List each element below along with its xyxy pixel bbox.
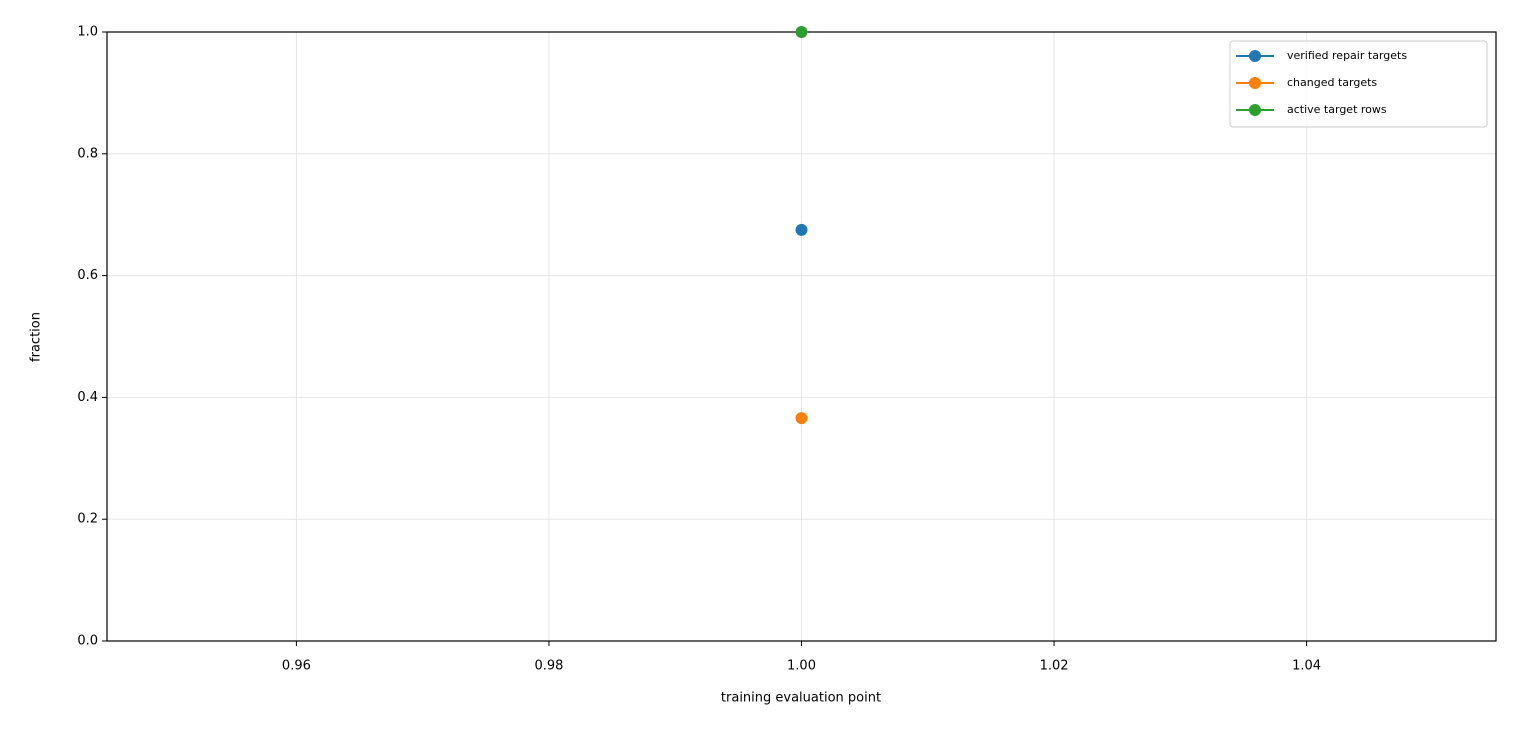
x-tick-label: 0.96 <box>282 659 311 674</box>
y-tick-label: 0.4 <box>77 390 98 405</box>
x-axis-label: training evaluation point <box>721 691 881 706</box>
legend-marker <box>1249 104 1261 116</box>
data-point <box>795 223 808 236</box>
legend-marker <box>1249 77 1261 89</box>
x-tick-label: 1.04 <box>1292 659 1321 674</box>
y-tick-label: 0.0 <box>77 634 98 649</box>
data-point <box>795 26 808 38</box>
y-tick-label: 1.0 <box>77 25 98 40</box>
legend-label: verified repair targets <box>1287 49 1407 62</box>
legend-box <box>1229 40 1488 128</box>
data-point <box>795 412 808 425</box>
legend-label: active target rows <box>1287 103 1387 116</box>
x-tick-label: 1.00 <box>787 659 816 674</box>
x-tick-label: 1.02 <box>1040 659 1069 674</box>
legend: verified repair targets changed targets ac… <box>1229 40 1488 128</box>
legend-marker <box>1249 50 1261 62</box>
y-tick-label: 0.8 <box>77 146 98 161</box>
x-tick-label: 0.98 <box>534 659 563 674</box>
y-axis-label: fraction <box>29 312 44 362</box>
y-tick-label: 0.6 <box>77 268 98 283</box>
y-tick-label: 0.2 <box>77 512 98 527</box>
legend-label: changed targets <box>1287 76 1377 89</box>
